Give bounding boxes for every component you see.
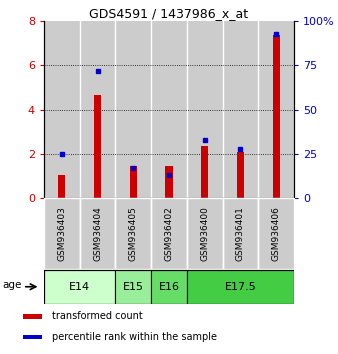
Text: E15: E15 <box>123 282 144 292</box>
Bar <box>187 21 223 198</box>
Bar <box>130 166 137 198</box>
Text: transformed count: transformed count <box>52 312 143 321</box>
Bar <box>115 270 151 304</box>
Bar <box>44 198 80 269</box>
Text: GSM936406: GSM936406 <box>272 206 281 261</box>
Text: GSM936405: GSM936405 <box>129 206 138 261</box>
Bar <box>58 175 65 198</box>
Bar <box>151 270 187 304</box>
Bar <box>80 21 115 198</box>
Text: GSM936404: GSM936404 <box>93 206 102 261</box>
Bar <box>80 198 115 269</box>
Bar <box>187 270 294 304</box>
Bar <box>165 166 173 198</box>
Bar <box>273 34 280 198</box>
Text: GSM936400: GSM936400 <box>200 206 209 261</box>
Text: age: age <box>2 280 22 290</box>
Bar <box>115 21 151 198</box>
Bar <box>223 21 258 198</box>
Bar <box>23 335 42 339</box>
Bar <box>187 198 223 269</box>
Text: E17.5: E17.5 <box>224 282 256 292</box>
Text: E16: E16 <box>159 282 179 292</box>
Title: GDS4591 / 1437986_x_at: GDS4591 / 1437986_x_at <box>90 7 248 20</box>
Bar <box>151 21 187 198</box>
Bar <box>94 95 101 198</box>
Text: GSM936402: GSM936402 <box>165 206 173 261</box>
Text: GSM936403: GSM936403 <box>57 206 66 261</box>
Bar <box>237 152 244 198</box>
Bar <box>258 198 294 269</box>
Bar <box>223 198 258 269</box>
Bar <box>201 146 208 198</box>
Bar <box>23 314 42 319</box>
Text: percentile rank within the sample: percentile rank within the sample <box>52 332 217 342</box>
Text: GSM936401: GSM936401 <box>236 206 245 261</box>
Bar <box>151 198 187 269</box>
Bar <box>44 270 115 304</box>
Bar <box>115 198 151 269</box>
Bar <box>44 21 80 198</box>
Bar <box>258 21 294 198</box>
Text: E14: E14 <box>69 282 90 292</box>
